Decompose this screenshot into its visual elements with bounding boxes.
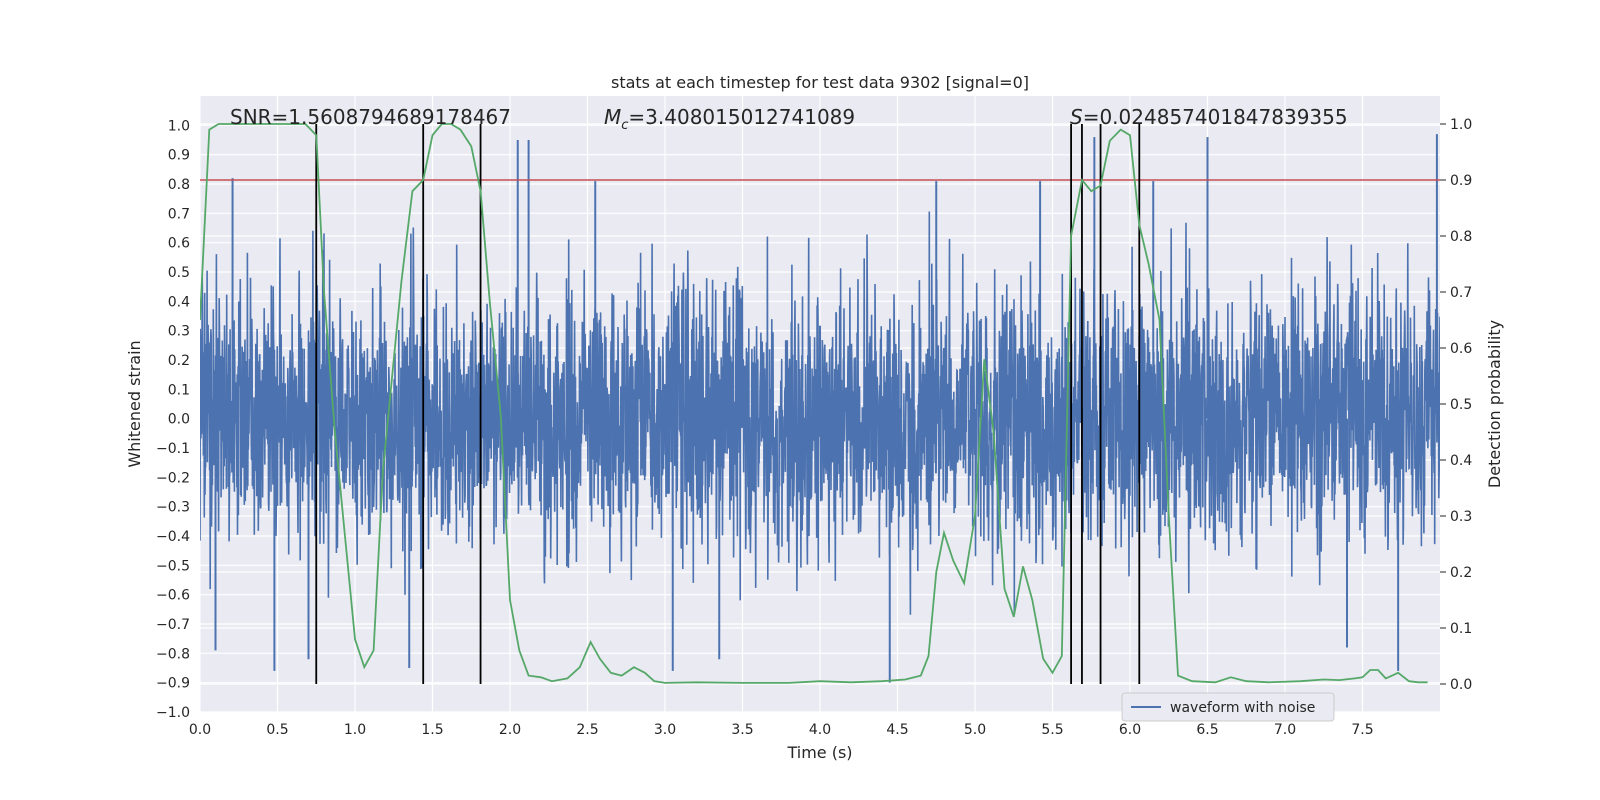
x-tick-label: 1.5: [421, 722, 443, 738]
left-y-tick-label: 0.4: [168, 294, 190, 310]
legend: waveform with noise: [1121, 692, 1335, 722]
right-y-tick-label: 0.3: [1450, 509, 1472, 525]
snr-annotation: SNR=1.5608794689178467: [230, 105, 511, 129]
right-y-tick-label: 1.0: [1450, 117, 1472, 133]
right-y-tick-label: 0.5: [1450, 397, 1472, 413]
chirp-mass-value: =3.408015012741089: [628, 105, 855, 129]
left-y-tick-label: 0.6: [168, 236, 190, 252]
x-tick-label: 0.0: [189, 722, 211, 738]
left-y-tick-label: −0.4: [156, 529, 190, 545]
x-tick-label: 7.5: [1351, 722, 1373, 738]
x-tick-label: 5.0: [964, 722, 986, 738]
right-y-tick-label: 0.4: [1450, 453, 1472, 469]
left-y-tick-label: −0.5: [156, 558, 190, 574]
s-symbol: S: [1070, 105, 1083, 129]
x-tick-label: 6.0: [1119, 722, 1141, 738]
x-tick-label: 1.0: [344, 722, 366, 738]
x-tick-label: 5.5: [1041, 722, 1063, 738]
left-y-tick-label: 0.9: [168, 148, 190, 164]
waveform-series: [200, 134, 1440, 683]
left-y-tick-label: 0.0: [168, 412, 190, 428]
right-y-tick-label: 0.7: [1450, 285, 1472, 301]
chirp-mass-subscript: c: [621, 118, 628, 133]
left-y-axis-label: Whitened strain: [125, 340, 144, 467]
left-y-tick-label: −0.2: [156, 470, 190, 486]
chirp-mass-annotation: Mc=3.408015012741089: [604, 105, 855, 133]
left-y-tick-label: 0.2: [168, 353, 190, 369]
left-y-tick-label: −1.0: [156, 705, 190, 721]
x-axis-label: Time (s): [786, 743, 852, 762]
chirp-mass-symbol: M: [604, 105, 621, 129]
left-y-tick-label: 1.0: [168, 118, 190, 134]
left-y-tick-label: 0.7: [168, 206, 190, 222]
legend-box: [1121, 692, 1335, 722]
chart-title: stats at each timestep for test data 930…: [611, 73, 1029, 92]
x-tick-labels: 0.0 0.5 1.0 1.5 2.0 2.5 3.0 3.5 4.0 4.5 5.0 5.5 6.0 6…: [189, 722, 1374, 738]
left-y-tick-label: −0.9: [156, 676, 190, 692]
left-y-tick-label: 0.3: [168, 324, 190, 340]
left-y-tick-label: −0.6: [156, 588, 190, 604]
left-y-tick-label: 0.5: [168, 265, 190, 281]
x-tick-label: 4.0: [809, 722, 831, 738]
s-value: =0.024857401847839355: [1083, 105, 1348, 129]
left-y-tick-labels: −1.0 −0.9 −0.8 −0.7 −0.6 −0.5 −0.4 −0.3 −0.2 −0.1…: [156, 118, 190, 721]
waveform-line: [200, 211, 1440, 615]
right-y-tick-label: 0.2: [1450, 565, 1472, 581]
right-y-tick-label: 0.0: [1450, 677, 1472, 693]
right-y-tick-label: 0.1: [1450, 621, 1472, 637]
x-tick-label: 0.5: [266, 722, 288, 738]
left-y-tick-label: −0.8: [156, 646, 190, 662]
s-annotation: S=0.024857401847839355: [1070, 105, 1348, 129]
left-y-tick-label: −0.1: [156, 441, 190, 457]
x-tick-label: 3.0: [654, 722, 676, 738]
right-y-axis-label: Detection probability: [1485, 320, 1504, 488]
x-tick-label: 4.5: [886, 722, 908, 738]
x-tick-label: 2.5: [576, 722, 598, 738]
legend-label: waveform with noise: [1170, 700, 1315, 716]
detection-probability-line: [200, 123, 1428, 684]
left-y-tick-label: 0.8: [168, 177, 190, 193]
x-tick-label: 3.5: [731, 722, 753, 738]
x-tick-label: 6.5: [1196, 722, 1218, 738]
left-y-tick-label: −0.3: [156, 500, 190, 516]
right-y-tick-label: 0.9: [1450, 173, 1472, 189]
right-y-tick-label: 0.6: [1450, 341, 1472, 357]
right-y-tick-label: 0.8: [1450, 229, 1472, 245]
x-tick-label: 7.0: [1274, 722, 1296, 738]
left-y-tick-label: −0.7: [156, 617, 190, 633]
right-y-tick-labels: 0.0 0.1 0.2 0.3 0.4 0.5 0.6 0.7 0.8 0.9 1.0: [1440, 117, 1472, 693]
left-y-tick-label: 0.1: [168, 382, 190, 398]
x-tick-label: 2.0: [499, 722, 521, 738]
